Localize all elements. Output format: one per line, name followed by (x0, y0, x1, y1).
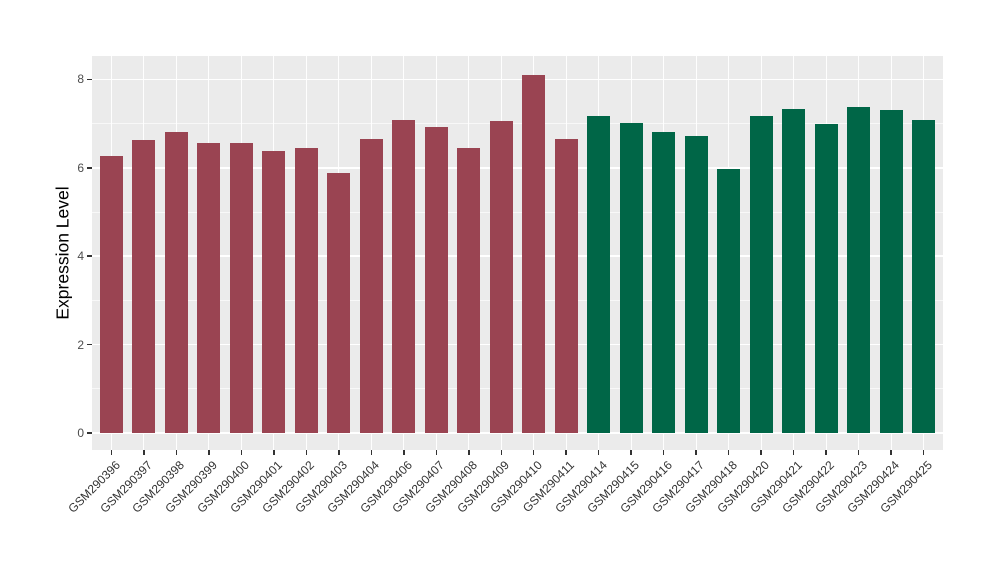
y-tick-label: 4 (77, 249, 84, 264)
y-tick-mark (87, 255, 92, 257)
y-axis-title: Expression Level (52, 186, 73, 320)
bar (749, 116, 773, 433)
major-gridline (92, 255, 943, 257)
minor-gridline (92, 211, 943, 213)
x-tick-mark (338, 450, 340, 455)
major-gridline (92, 78, 943, 81)
x-tick-mark (468, 450, 470, 455)
x-tick-mark (662, 450, 665, 455)
bar (164, 132, 188, 433)
bar (359, 138, 383, 433)
bar (587, 116, 611, 433)
x-tick-mark (565, 450, 567, 455)
bar (424, 126, 448, 433)
y-tick-mark (87, 167, 92, 169)
x-tick-mark (597, 450, 600, 455)
x-tick-label: GSM290396 (64, 458, 123, 516)
bar (912, 120, 935, 433)
x-tick-mark (370, 450, 373, 455)
bar (619, 122, 643, 433)
y-tick-mark (87, 78, 92, 81)
bar (782, 109, 806, 433)
y-tick-label: 2 (77, 337, 84, 352)
bar (132, 139, 156, 433)
x-tick-mark (175, 450, 178, 455)
x-tick-mark (403, 450, 405, 455)
bar (684, 135, 708, 433)
bar (717, 169, 741, 433)
bar (392, 120, 416, 433)
major-gridline (92, 343, 943, 346)
bar (522, 74, 546, 433)
x-tick-mark (305, 450, 308, 455)
bar (652, 131, 676, 433)
x-tick-mark (760, 450, 762, 455)
major-gridline (92, 432, 943, 434)
x-tick-mark (208, 450, 210, 455)
x-tick-mark (273, 450, 275, 455)
major-gridline (92, 167, 943, 169)
bar (814, 123, 838, 433)
x-tick-mark (240, 450, 243, 455)
bar (229, 142, 253, 433)
bar (457, 147, 481, 433)
x-tick-mark (825, 450, 827, 455)
y-tick-label: 8 (77, 72, 84, 87)
bar (327, 172, 351, 433)
y-tick-mark (87, 343, 92, 346)
minor-gridline (92, 123, 943, 125)
x-tick-mark (922, 450, 925, 455)
bar (489, 120, 513, 433)
bar (879, 109, 903, 433)
x-tick-mark (890, 450, 892, 455)
y-tick-label: 0 (77, 426, 84, 440)
x-tick-mark (143, 450, 145, 455)
x-tick-mark (792, 450, 795, 455)
bar (99, 155, 123, 433)
x-tick-mark (857, 450, 860, 455)
x-tick-mark (532, 450, 535, 455)
bar (197, 143, 221, 433)
y-tick-label: 6 (77, 160, 84, 175)
x-tick-mark (727, 450, 730, 455)
plot-panel (92, 56, 943, 450)
x-tick-mark (435, 450, 438, 455)
bar (294, 147, 318, 433)
bar (554, 138, 578, 433)
x-tick-mark (110, 450, 113, 455)
x-tick-mark (500, 450, 502, 455)
minor-gridline (92, 299, 943, 301)
y-tick-mark (87, 432, 92, 434)
x-tick-mark (630, 450, 632, 455)
bar (847, 106, 871, 433)
bar (262, 150, 286, 433)
x-tick-mark (695, 450, 697, 455)
minor-gridline (92, 388, 943, 390)
